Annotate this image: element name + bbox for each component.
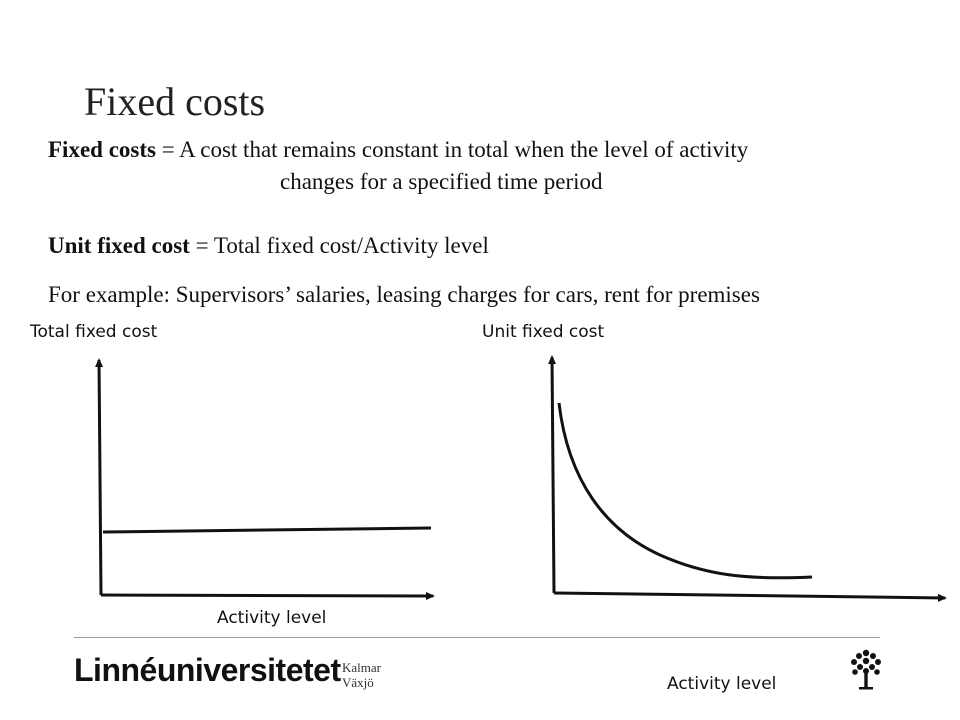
definition-term: Fixed costs	[48, 137, 156, 162]
left-graph-x-axis	[100, 591, 435, 600]
unit-formula: Unit fixed cost = Total fixed cost/Activ…	[48, 233, 489, 259]
right-graph-x-label: Activity level	[667, 674, 777, 694]
right-graph	[548, 355, 947, 602]
left-graph	[95, 358, 435, 600]
unit-formula-text: = Total fixed cost/Activity level	[189, 233, 489, 258]
left-graph-y-axis	[95, 358, 104, 596]
right-graph-y-axis	[548, 355, 557, 594]
left-graph-x-label: Activity level	[217, 608, 327, 628]
logo-cities: Kalmar Växjö	[342, 660, 381, 690]
example-line: For example: Supervisors’ salaries, leas…	[48, 282, 760, 307]
definition-line-2: changes for a specified time period	[280, 169, 603, 194]
tree-icon	[851, 649, 881, 690]
right-graph-y-label: Unit fixed cost	[482, 322, 605, 342]
definition-line-1: Fixed costs = A cost that remains consta…	[48, 137, 748, 163]
left-graph-y-label: Total fixed cost	[30, 322, 158, 342]
slide-title: Fixed costs	[84, 79, 266, 124]
unit-formula-term: Unit fixed cost	[48, 233, 190, 258]
university-logo: Linnéuniversitetet	[74, 652, 341, 688]
fixed-cost-line	[102, 526, 432, 534]
logo-city-vaxjo: Växjö	[342, 675, 374, 690]
footer-divider	[74, 637, 880, 638]
logo-city-kalmar: Kalmar	[342, 660, 381, 675]
right-graph-x-axis	[553, 591, 947, 602]
unit-fixed-cost-curve	[557, 402, 813, 580]
definition-text: = A cost that remains constant in total …	[155, 137, 749, 162]
